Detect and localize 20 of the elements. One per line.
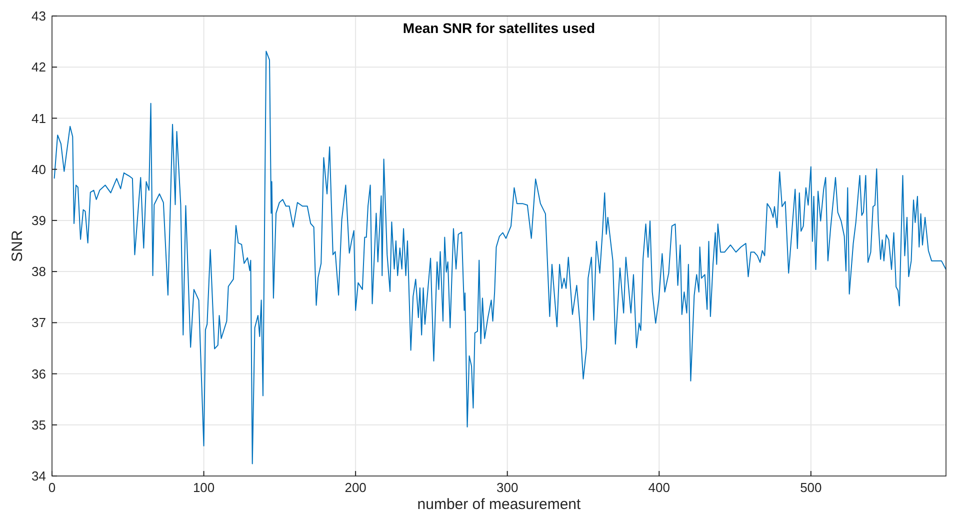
y-tick-label: 38	[32, 264, 46, 280]
x-tick-label: 300	[496, 480, 518, 495]
y-axis-title: SNR	[9, 230, 26, 262]
y-tick-label: 34	[32, 468, 46, 484]
x-axis-title: number of measurement	[417, 496, 582, 513]
y-tick-label: 40	[32, 162, 46, 177]
y-tick-label: 39	[32, 212, 46, 228]
x-tick-label: 500	[800, 480, 822, 495]
x-tick-label: 100	[192, 480, 215, 495]
y-tick-label: 35	[32, 417, 46, 432]
y-tick-label: 42	[32, 60, 46, 75]
x-tick-label: 200	[344, 480, 366, 495]
x-tick-label: 0	[48, 480, 56, 495]
y-tick-label: 36	[32, 366, 46, 382]
y-tick-label: 43	[32, 8, 46, 24]
y-tick-label: 41	[32, 110, 46, 126]
chart-title: Mean SNR for satellites used	[402, 20, 596, 36]
x-tick-label: 400	[648, 480, 670, 495]
line-series	[54, 50, 946, 464]
y-tick-label: 37	[32, 315, 46, 330]
